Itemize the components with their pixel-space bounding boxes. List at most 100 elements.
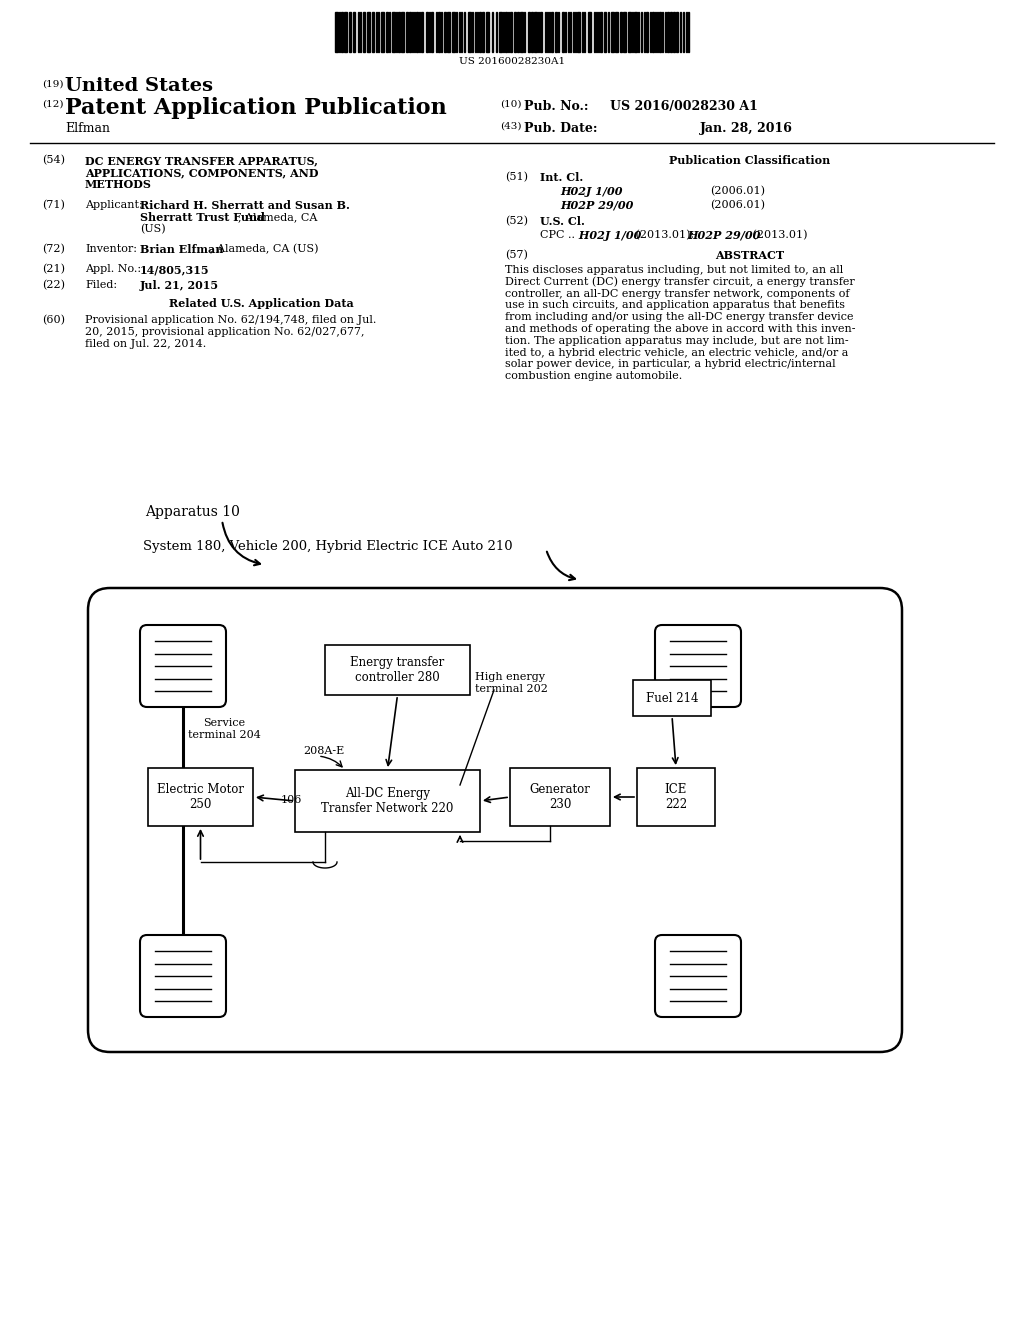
Bar <box>676 12 678 51</box>
Bar <box>540 12 542 51</box>
Bar <box>562 12 564 51</box>
Text: ICE
222: ICE 222 <box>665 783 687 810</box>
Text: METHODS: METHODS <box>85 180 152 190</box>
Text: Patent Application Publication: Patent Application Publication <box>65 96 446 119</box>
Bar <box>620 12 622 51</box>
Text: System 180, Vehicle 200, Hybrid Electric ICE Auto 210: System 180, Vehicle 200, Hybrid Electric… <box>143 540 513 553</box>
Text: solar power device, in particular, a hybrid electric/internal: solar power device, in particular, a hyb… <box>505 359 836 370</box>
Bar <box>611 12 614 51</box>
Bar <box>555 12 557 51</box>
Text: Service
terminal 204: Service terminal 204 <box>187 718 260 739</box>
Bar <box>392 12 395 51</box>
Text: This discloses apparatus including, but not limited to, an all: This discloses apparatus including, but … <box>505 265 843 275</box>
Text: and methods of operating the above in accord with this inven-: and methods of operating the above in ac… <box>505 323 855 334</box>
Text: (57): (57) <box>505 249 528 260</box>
Bar <box>416 12 418 51</box>
Bar <box>615 12 618 51</box>
Text: Provisional application No. 62/194,748, filed on Jul.: Provisional application No. 62/194,748, … <box>85 315 377 325</box>
Text: Applicant:: Applicant: <box>85 201 142 210</box>
Text: Energy transfer
controller 280: Energy transfer controller 280 <box>350 656 444 684</box>
Text: (2006.01): (2006.01) <box>710 186 765 197</box>
Text: H02P 29/00: H02P 29/00 <box>687 230 761 242</box>
Bar <box>353 12 355 51</box>
Text: (22): (22) <box>42 280 65 290</box>
Text: Brian Elfman: Brian Elfman <box>140 244 223 255</box>
Bar <box>577 12 580 51</box>
Text: (21): (21) <box>42 264 65 275</box>
Bar <box>531 12 534 51</box>
Text: (2013.01): (2013.01) <box>749 230 808 240</box>
Text: (10): (10) <box>500 100 521 110</box>
Bar <box>362 12 365 51</box>
FancyBboxPatch shape <box>88 587 902 1052</box>
Bar <box>409 12 411 51</box>
Bar <box>438 12 440 51</box>
Bar <box>372 12 374 51</box>
Bar <box>468 12 471 51</box>
Bar <box>551 12 553 51</box>
Text: Apparatus 10: Apparatus 10 <box>145 506 240 519</box>
Text: Jan. 28, 2016: Jan. 28, 2016 <box>700 121 793 135</box>
Bar <box>634 12 637 51</box>
Bar <box>667 12 669 51</box>
Text: (12): (12) <box>42 100 63 110</box>
Text: ABSTRACT: ABSTRACT <box>715 249 784 261</box>
Text: Electric Motor
250: Electric Motor 250 <box>157 783 244 810</box>
FancyBboxPatch shape <box>655 624 741 708</box>
Bar <box>148 768 253 826</box>
Bar <box>528 12 530 51</box>
Text: Direct Current (DC) energy transfer circuit, a energy transfer: Direct Current (DC) energy transfer circ… <box>505 277 855 288</box>
FancyBboxPatch shape <box>655 935 741 1016</box>
Text: 208A-E: 208A-E <box>303 746 344 756</box>
Text: H02J 1/00: H02J 1/00 <box>575 230 641 242</box>
Bar <box>514 12 516 51</box>
Text: , Alameda, CA (US): , Alameda, CA (US) <box>210 244 318 255</box>
Bar <box>646 12 648 51</box>
Text: 14/805,315: 14/805,315 <box>140 264 210 275</box>
Bar <box>670 12 672 51</box>
Text: tion. The application apparatus may include, but are not lim-: tion. The application apparatus may incl… <box>505 335 849 346</box>
Bar <box>499 12 502 51</box>
Bar <box>673 12 675 51</box>
Bar <box>406 12 408 51</box>
Text: United States: United States <box>65 77 213 95</box>
Text: Pub. Date:: Pub. Date: <box>524 121 597 135</box>
Text: Fuel 214: Fuel 214 <box>646 692 698 705</box>
Bar <box>628 12 631 51</box>
Bar <box>344 12 347 51</box>
Text: APPLICATIONS, COMPONENTS, AND: APPLICATIONS, COMPONENTS, AND <box>85 168 318 178</box>
Bar <box>431 12 433 51</box>
Bar <box>398 12 400 51</box>
Text: Sherratt Trust Fund: Sherratt Trust Fund <box>140 213 265 223</box>
Text: filed on Jul. 22, 2014.: filed on Jul. 22, 2014. <box>85 339 206 348</box>
Bar <box>510 12 512 51</box>
Bar <box>633 680 711 715</box>
Text: (60): (60) <box>42 315 65 325</box>
Bar <box>426 12 428 51</box>
Text: U.S. Cl.: U.S. Cl. <box>540 216 585 227</box>
Bar <box>637 768 715 826</box>
Bar <box>534 12 537 51</box>
Text: H02P 29/00: H02P 29/00 <box>560 201 634 211</box>
Bar <box>505 12 507 51</box>
FancyBboxPatch shape <box>140 624 226 708</box>
Text: use in such circuits, and application apparatus that benefits: use in such circuits, and application ap… <box>505 301 845 310</box>
Text: Inventor:: Inventor: <box>85 244 137 253</box>
Bar <box>325 645 470 696</box>
Text: combustion engine automobile.: combustion engine automobile. <box>505 371 682 381</box>
Text: (2006.01): (2006.01) <box>710 201 765 210</box>
Bar <box>520 12 523 51</box>
Text: 106: 106 <box>281 795 302 805</box>
Text: Publication Classification: Publication Classification <box>669 154 830 166</box>
Text: DC ENERGY TRANSFER APPARATUS,: DC ENERGY TRANSFER APPARATUS, <box>85 154 318 166</box>
Bar <box>588 12 591 51</box>
Text: Elfman: Elfman <box>65 121 110 135</box>
Text: (43): (43) <box>500 121 521 131</box>
Text: (72): (72) <box>42 244 65 255</box>
Text: Int. Cl.: Int. Cl. <box>540 172 584 183</box>
Text: Jul. 21, 2015: Jul. 21, 2015 <box>140 280 219 290</box>
Bar <box>604 12 606 51</box>
Bar <box>341 12 343 51</box>
Text: Generator
230: Generator 230 <box>529 783 591 810</box>
Text: US 20160028230A1: US 20160028230A1 <box>459 57 565 66</box>
